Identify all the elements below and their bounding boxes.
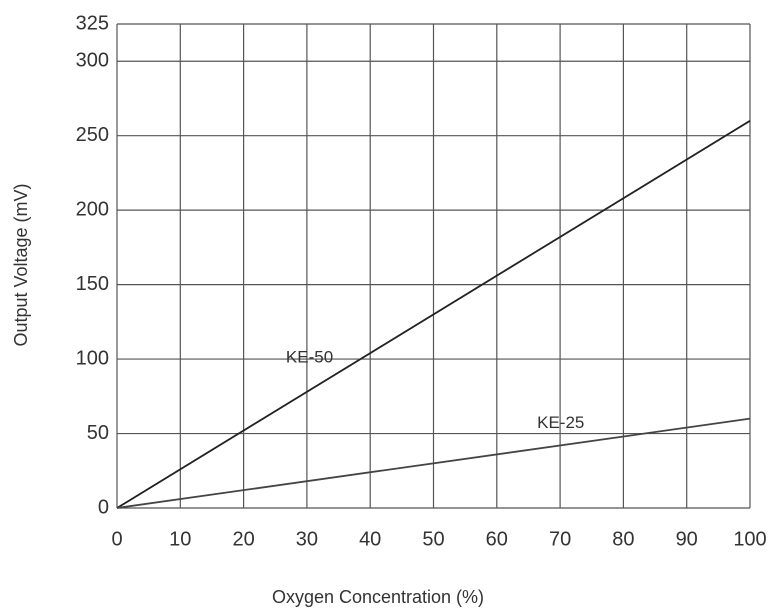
y-tick-label: 100 [76,347,109,369]
y-tick-label: 200 [76,198,109,220]
x-tick-label: 40 [359,528,381,550]
series-label: KE-50 [286,348,333,367]
y-tick-label: 325 [76,12,109,34]
y-axis-title: Output Voltage (mV) [11,183,31,346]
series-line [116,417,751,509]
x-tick-label: 60 [486,528,508,550]
y-tick-label: 300 [76,50,109,72]
x-tick-label: 10 [169,528,191,550]
y-tick-label: 0 [98,496,109,518]
x-tick-label: 80 [612,528,634,550]
series-line [116,120,751,509]
x-tick-label: 70 [549,528,571,550]
x-tick-label: 100 [733,528,766,550]
x-tick-label: 50 [422,528,444,550]
x-tick-label: 30 [296,528,318,550]
series-label: KE-25 [537,413,584,432]
y-tick-label: 50 [87,422,109,444]
x-tick-label: 90 [676,528,698,550]
x-axis-title: Oxygen Concentration (%) [272,587,484,607]
y-tick-label: 250 [76,124,109,146]
x-tick-label: 0 [111,528,122,550]
y-tick-label: 150 [76,273,109,295]
x-tick-label: 20 [232,528,254,550]
